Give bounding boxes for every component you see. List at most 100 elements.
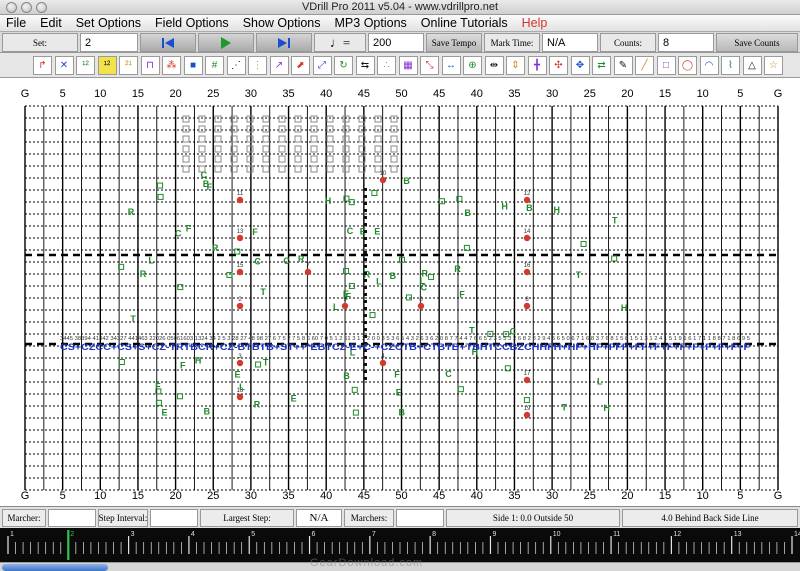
marcher-green-box: [177, 284, 184, 291]
align-vertical-icon: ⇕: [511, 60, 520, 71]
save-counts-button[interactable]: Save Counts: [716, 33, 798, 52]
inactive-marcher: [214, 135, 222, 143]
tool-center-button[interactable]: ⊕: [463, 56, 482, 75]
menu-online-tutorials[interactable]: Online Tutorials: [420, 16, 508, 30]
tool-rectangle-button[interactable]: □: [656, 56, 676, 75]
next-set-button[interactable]: [256, 33, 312, 52]
tool-cross-delete-button[interactable]: ✕: [54, 56, 74, 75]
menu-show-options[interactable]: Show Options: [242, 16, 321, 30]
yard-number-bottom: G: [774, 490, 783, 502]
tool-circle-button[interactable]: ◯: [678, 56, 697, 75]
tool-align-vertical-button[interactable]: ⇕: [506, 56, 525, 75]
timeline-set-label[interactable]: 9: [492, 531, 496, 538]
timeline-set-label[interactable]: 10: [553, 531, 561, 538]
menu-help[interactable]: Help: [521, 16, 548, 30]
marcher-red-dot: [523, 411, 531, 419]
timeline-set-label[interactable]: 4: [191, 531, 195, 538]
timeline-set-label[interactable]: 12: [673, 531, 681, 538]
marcher-green-letter: L: [333, 302, 339, 312]
tool-swap-button[interactable]: ⇆: [355, 56, 375, 75]
menu-set-options[interactable]: Set Options: [75, 16, 142, 30]
tool-renumber-highlight-button[interactable]: ¹²: [97, 56, 117, 75]
tool-arc-button[interactable]: ◠: [699, 56, 719, 75]
timeline-set-label[interactable]: 2: [70, 531, 74, 538]
marcher-green-letter: T: [576, 270, 582, 280]
marcher-green-letter: L: [239, 382, 245, 392]
tool-follow-path-button[interactable]: ↗: [269, 56, 289, 75]
tool-distribute-button[interactable]: ∴: [377, 56, 396, 75]
tool-line-button[interactable]: ╱: [635, 56, 654, 75]
tool-rotate-button[interactable]: ↻: [334, 56, 353, 75]
play-button[interactable]: [198, 33, 254, 52]
tool-arrow-select-button[interactable]: ↱: [33, 56, 52, 75]
timeline-ruler[interactable]: 1 2 3 4 5 6 7 8 9 10 11 12 13 14: [0, 528, 800, 562]
marcher-green-box: [155, 399, 162, 406]
tool-star-button[interactable]: ☆: [764, 56, 783, 75]
tool-renumber-down-button[interactable]: ²¹: [119, 56, 138, 75]
menu-mp3-options[interactable]: MP3 Options: [334, 16, 407, 30]
counts-field[interactable]: 8: [658, 33, 714, 52]
timeline-set-label[interactable]: 5: [251, 531, 255, 538]
tool-scatter-out-button[interactable]: ✥: [570, 56, 590, 75]
marcher-green-letter: T: [130, 314, 136, 324]
timeline-set-label[interactable]: 14: [794, 531, 800, 538]
stop-square-icon: ■: [189, 60, 197, 71]
tool-freeform-button[interactable]: ⌇: [721, 56, 740, 75]
timeline-set-label[interactable]: 1: [10, 531, 14, 538]
tool-measure-marker-button[interactable]: ⤢: [312, 56, 332, 75]
yard-number-bottom: 35: [282, 490, 294, 502]
save-tempo-button[interactable]: Save Tempo: [426, 33, 482, 52]
field-canvas[interactable]: G G 5 5 10 10 15 15 20 20 25 25 30 30 35 35 40 40 45 45 50 50…: [0, 78, 800, 506]
marcher-number-label: 4: [381, 354, 385, 360]
timeline-set-label[interactable]: 3: [131, 531, 135, 538]
window-close-button[interactable]: [6, 2, 17, 13]
step-interval-value: [150, 509, 198, 527]
tool-align-horizontal-button[interactable]: ⇹: [484, 56, 504, 75]
timeline-set-label[interactable]: 8: [432, 531, 436, 538]
timeline-set-label[interactable]: 7: [372, 531, 376, 538]
tempo-field[interactable]: 200: [368, 33, 424, 52]
tool-pencil-button[interactable]: ✎: [613, 56, 633, 75]
timeline-scrollbar[interactable]: [0, 562, 800, 571]
drawing-toolbar: ↱ ✕ ¹² ¹² ²¹ ⊓ ⁂ ■ # ⋰ ⋮ ↗ ⬈ ⤢ ↻ ⇆ ∴ ▦ ⤡ ↔ ⊕ ⇹ ⇕ ╋ ✣ ✥ ⇄ ✎ ╱ □ ◯ ◠ ⌇ △ ☆: [0, 53, 800, 78]
tool-flip-button[interactable]: ⇄: [592, 56, 611, 75]
tool-block-button[interactable]: ⊓: [140, 56, 160, 75]
timeline-set-label[interactable]: 13: [734, 531, 742, 538]
marcher-red-dot: [523, 268, 531, 276]
tool-dotted-grid-button[interactable]: ⋮: [248, 56, 267, 75]
tool-scatter-button[interactable]: ⁂: [162, 56, 181, 75]
inactive-marcher: [294, 135, 302, 143]
tool-renumber-up-button[interactable]: ¹²: [76, 56, 95, 75]
tool-grid-pattern-button[interactable]: ▦: [398, 56, 418, 75]
yard-number-bottom: 25: [584, 490, 596, 502]
marcher-green-letter: B: [398, 408, 405, 418]
menu-file[interactable]: File: [6, 16, 27, 30]
window-zoom-button[interactable]: [36, 2, 47, 13]
mark-time-field[interactable]: N/A: [542, 33, 598, 52]
tool-label-tool-button[interactable]: #: [205, 56, 224, 75]
scatter-out-icon: ✥: [575, 60, 585, 71]
crosshair-icon: ╋: [533, 60, 541, 71]
tool-spread-horizontal-button[interactable]: ↔: [441, 56, 461, 75]
tool-expand-button[interactable]: ⤡: [420, 56, 439, 75]
timeline-set-label[interactable]: 11: [613, 531, 620, 538]
marcher-value: [48, 509, 96, 527]
football-field[interactable]: GG55101015152020252530303535404045455050…: [0, 78, 800, 506]
path-dot: [364, 335, 367, 338]
tool-scatter-in-button[interactable]: ✣: [549, 56, 568, 75]
status-bar: Marcher: Step Interval: Largest Step: N/…: [0, 506, 800, 528]
timeline-set-label[interactable]: 6: [312, 531, 316, 538]
timeline-scroll-thumb[interactable]: [2, 564, 108, 571]
tool-move-marker-button[interactable]: ⬈: [291, 56, 310, 75]
tool-triangle-button[interactable]: △: [742, 56, 762, 75]
previous-set-button[interactable]: [140, 33, 196, 52]
tool-stop-square-button[interactable]: ■: [183, 56, 203, 75]
tool-crosshair-button[interactable]: ╋: [527, 56, 547, 75]
set-timeline[interactable]: 1 2 3 4 5 6 7 8 9 10 11 12 13 14: [0, 528, 800, 562]
window-minimize-button[interactable]: [21, 2, 32, 13]
set-number-field[interactable]: 2: [80, 33, 138, 52]
menu-field-options[interactable]: Field Options: [155, 16, 229, 30]
tool-line-diagonal-button[interactable]: ⋰: [226, 56, 246, 75]
yard-number-bottom: G: [21, 490, 30, 502]
menu-edit[interactable]: Edit: [40, 16, 62, 30]
